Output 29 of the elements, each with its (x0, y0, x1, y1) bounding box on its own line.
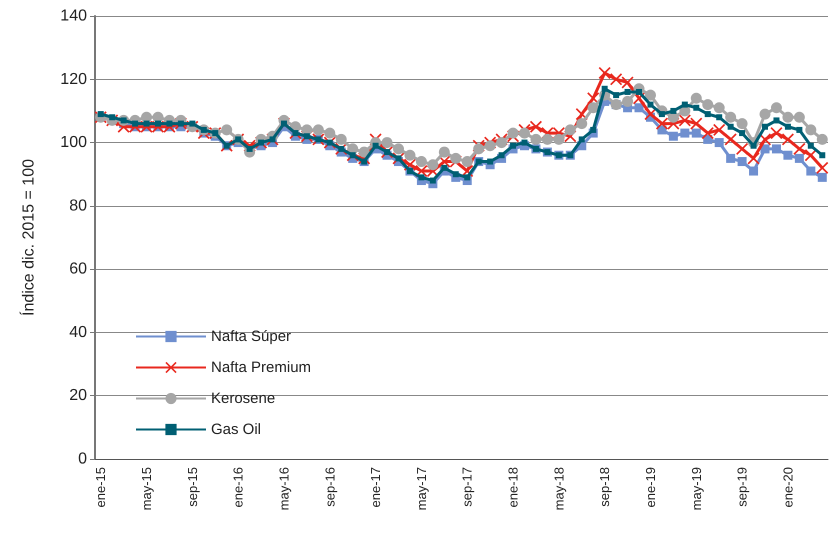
x-tick-label: may-16 (276, 467, 292, 510)
x-tick-label: may-15 (139, 467, 154, 510)
x-tick-label: may-17 (414, 467, 429, 510)
x-tick-label: ene-19 (642, 467, 658, 508)
y-tick-label: 100 (60, 134, 88, 152)
x-tick-label: sep-17 (460, 467, 475, 507)
x-tick-label: sep-15 (184, 467, 200, 507)
y-axis-title: Índice dic. 2015 = 100 (20, 158, 38, 316)
x-tick-label: may-19 (688, 467, 704, 510)
x-tick-label: may-18 (551, 467, 566, 510)
y-tick-label: 60 (69, 260, 88, 278)
y-tick-label: 20 (69, 387, 88, 404)
legend-label: Nafta Premium (211, 359, 312, 376)
y-tick-label: 40 (69, 324, 88, 341)
legend-label: Nafta Súper (211, 328, 292, 345)
x-tick-label: ene-17 (368, 467, 384, 508)
x-tick-label: sep-16 (322, 467, 338, 507)
x-tick-label: sep-19 (734, 467, 750, 507)
y-tick-label: 140 (60, 8, 88, 24)
x-tick-label: ene-18 (506, 467, 521, 508)
x-tick-label: ene-20 (780, 467, 796, 508)
y-tick-label: 0 (78, 450, 88, 468)
legend-label: Kerosene (211, 390, 276, 407)
y-tick-label: 120 (60, 70, 88, 88)
legend-label: Gas Oil (211, 421, 262, 438)
x-tick-label: ene-15 (93, 467, 108, 508)
x-tick-label: sep-18 (597, 467, 612, 507)
x-tick-label: ene-16 (230, 467, 246, 508)
y-tick-label: 80 (69, 197, 88, 214)
